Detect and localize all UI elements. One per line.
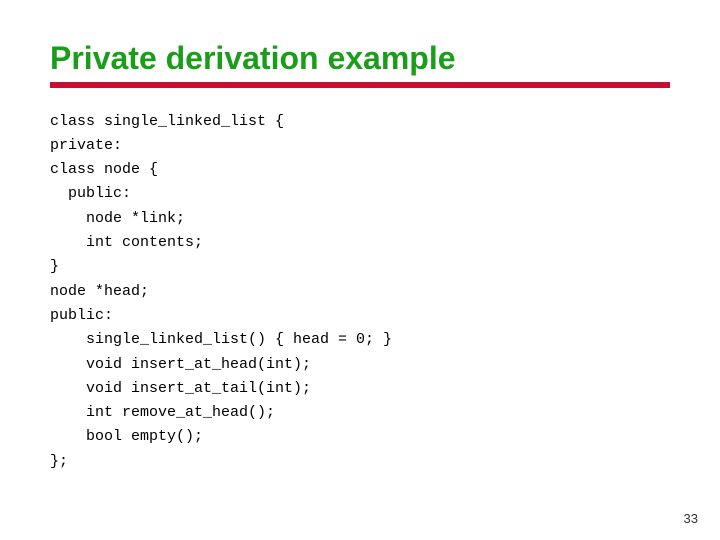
slide-title: Private derivation example bbox=[50, 42, 670, 76]
slide: Private derivation example class single_… bbox=[0, 0, 720, 540]
code-block: class single_linked_list { private: clas… bbox=[50, 110, 670, 474]
page-number: 33 bbox=[684, 511, 698, 526]
title-underline bbox=[50, 82, 670, 88]
